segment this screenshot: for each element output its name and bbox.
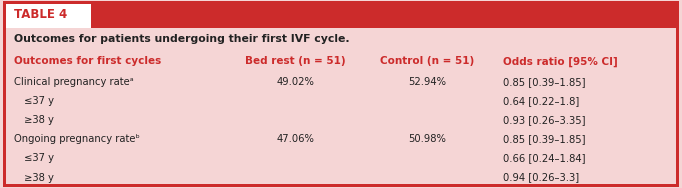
Bar: [3, 73, 679, 75]
Bar: [3, 92, 679, 111]
Bar: [91, 1, 679, 28]
Bar: [3, 1, 91, 28]
Text: Outcomes for first cycles: Outcomes for first cycles: [14, 56, 161, 66]
Bar: [3, 1, 679, 4]
Text: Outcomes for patients undergoing their first IVF cycle.: Outcomes for patients undergoing their f…: [14, 34, 349, 44]
Bar: [3, 149, 679, 168]
Text: TABLE 4: TABLE 4: [14, 8, 67, 21]
Bar: [3, 111, 679, 130]
Text: 0.85 [0.39–1.85]: 0.85 [0.39–1.85]: [503, 134, 586, 144]
Text: Control (n = 51): Control (n = 51): [380, 56, 474, 66]
Bar: [3, 130, 679, 149]
Text: 47.06%: 47.06%: [276, 134, 314, 144]
Bar: [3, 1, 6, 187]
Text: Ongoing pregnancy rateᵇ: Ongoing pregnancy rateᵇ: [14, 134, 140, 144]
Text: ≤37 y: ≤37 y: [24, 153, 54, 163]
Bar: [3, 50, 679, 73]
Text: 0.94 [0.26–3.3]: 0.94 [0.26–3.3]: [503, 173, 579, 183]
Bar: [3, 73, 679, 92]
Text: 0.66 [0.24–1.84]: 0.66 [0.24–1.84]: [503, 153, 586, 163]
Text: Bed rest (n = 51): Bed rest (n = 51): [245, 56, 346, 66]
Text: 52.94%: 52.94%: [408, 77, 446, 87]
Bar: [3, 184, 679, 187]
Text: 0.93 [0.26–3.35]: 0.93 [0.26–3.35]: [503, 115, 586, 125]
Bar: [3, 28, 679, 50]
Text: ≤37 y: ≤37 y: [24, 96, 54, 106]
Text: 50.98%: 50.98%: [408, 134, 446, 144]
Text: ≥38 y: ≥38 y: [24, 115, 54, 125]
Text: ≥38 y: ≥38 y: [24, 173, 54, 183]
Bar: [676, 1, 679, 187]
Text: 0.64 [0.22–1.8]: 0.64 [0.22–1.8]: [503, 96, 580, 106]
Text: 49.02%: 49.02%: [276, 77, 314, 87]
Text: Odds ratio [95% CI]: Odds ratio [95% CI]: [503, 56, 618, 67]
Bar: [3, 50, 679, 52]
Bar: [3, 168, 679, 187]
Text: Clinical pregnancy rateᵃ: Clinical pregnancy rateᵃ: [14, 77, 134, 87]
Text: 0.85 [0.39–1.85]: 0.85 [0.39–1.85]: [503, 77, 586, 87]
